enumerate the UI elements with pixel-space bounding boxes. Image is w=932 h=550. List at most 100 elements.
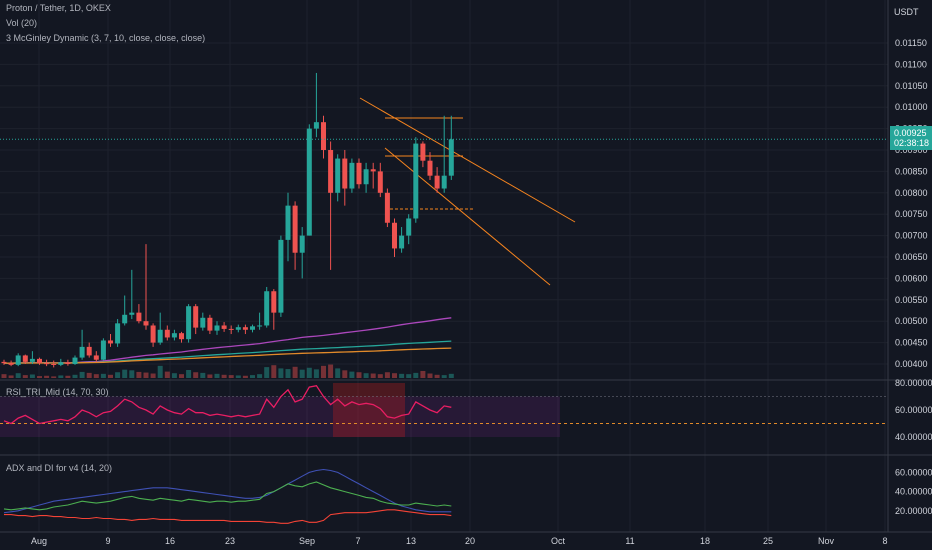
x-tick-label: 8 bbox=[882, 536, 887, 546]
volume-bar bbox=[157, 365, 163, 378]
candle-body bbox=[271, 291, 277, 313]
volume-bar bbox=[93, 374, 99, 378]
volume-bar bbox=[384, 372, 390, 378]
candle-body bbox=[363, 169, 369, 185]
candle-body bbox=[441, 175, 447, 189]
rsi-line bbox=[3, 384, 452, 425]
candle-body bbox=[214, 325, 220, 331]
last-price-value: 0.00925 bbox=[894, 128, 927, 138]
candle-body bbox=[356, 162, 362, 185]
candle-body bbox=[427, 160, 433, 176]
candle-body bbox=[51, 364, 57, 365]
volume-bar bbox=[392, 373, 397, 378]
volume-bar bbox=[434, 374, 440, 378]
volume-bar bbox=[193, 372, 199, 378]
volume-bar bbox=[335, 368, 341, 378]
volume-bar bbox=[441, 375, 447, 378]
x-tick-label: 13 bbox=[406, 536, 416, 546]
volume-bar bbox=[58, 375, 64, 378]
y-tick-label: 0.00600 bbox=[895, 273, 928, 283]
candle-body bbox=[22, 355, 28, 362]
candle-body bbox=[328, 150, 334, 193]
volume-bar bbox=[299, 369, 305, 378]
volume-bar bbox=[250, 375, 255, 378]
y-tick-label: 0.00500 bbox=[895, 316, 928, 326]
candle-body bbox=[108, 340, 113, 344]
volume-bar bbox=[136, 371, 142, 378]
candle-body bbox=[342, 158, 348, 189]
candle-body bbox=[285, 205, 291, 240]
adx-tick-label: 40.00000 bbox=[895, 487, 932, 497]
y-tick-label: 0.01000 bbox=[895, 102, 928, 112]
candle-body bbox=[420, 143, 426, 161]
volume-bar bbox=[72, 374, 78, 378]
volume-bar bbox=[257, 374, 263, 378]
volume-bar bbox=[22, 375, 28, 378]
y-tick-label: 0.00700 bbox=[895, 231, 928, 241]
rsi-tick-label: 60.00000 bbox=[895, 405, 932, 415]
candle-body bbox=[15, 355, 21, 365]
candle-body bbox=[157, 329, 163, 343]
rsi-band bbox=[0, 396, 560, 437]
candle-body bbox=[122, 314, 128, 324]
candle-body bbox=[136, 312, 142, 322]
candle-body bbox=[306, 128, 312, 236]
volume-bar bbox=[313, 369, 319, 378]
y-tick-label: 0.01100 bbox=[895, 59, 927, 69]
mcginley-legend[interactable]: 3 McGinley Dynamic (3, 7, 10, close, clo… bbox=[6, 33, 206, 43]
candle-body bbox=[1, 361, 7, 364]
volume-bar bbox=[79, 371, 85, 378]
candle-body bbox=[313, 122, 319, 129]
candle-body bbox=[392, 222, 397, 249]
volume-bar bbox=[143, 372, 149, 378]
candle-body bbox=[200, 317, 206, 328]
adx-line bbox=[3, 468, 452, 514]
candle-body bbox=[299, 235, 305, 253]
volume-bar bbox=[200, 372, 206, 378]
candle-body bbox=[264, 291, 270, 326]
channel-upper-line bbox=[359, 97, 576, 223]
symbol-legend[interactable]: Proton / Tether, 1D, OKEX bbox=[6, 3, 111, 13]
y-tick-label: 0.00400 bbox=[895, 359, 928, 369]
candle-body bbox=[250, 326, 255, 330]
y-tick-label: 0.01050 bbox=[895, 81, 928, 91]
volume-bar bbox=[86, 372, 92, 378]
volume-bar bbox=[413, 372, 419, 378]
volume-bar bbox=[129, 370, 135, 378]
candle-body bbox=[129, 312, 135, 315]
volume-bar bbox=[15, 373, 21, 378]
volume-bar bbox=[271, 365, 277, 378]
candle-body bbox=[29, 358, 35, 362]
volume-bar bbox=[363, 373, 369, 378]
x-tick-label: 23 bbox=[225, 536, 235, 546]
y-tick-label: 0.00650 bbox=[895, 252, 928, 262]
x-tick-label: 25 bbox=[763, 536, 773, 546]
rsi-legend[interactable]: RSI_TRI_Mid (14, 70, 30) bbox=[6, 387, 109, 397]
volume-bar bbox=[342, 370, 348, 378]
volume-bar bbox=[186, 370, 192, 378]
volume-bar bbox=[420, 370, 426, 378]
volume-bar bbox=[328, 364, 334, 378]
candle-body bbox=[72, 357, 78, 364]
volume-bar bbox=[37, 376, 42, 378]
adx-legend[interactable]: ADX and DI for v4 (14, 20) bbox=[6, 463, 113, 473]
candle-body bbox=[292, 205, 298, 253]
candle-body bbox=[235, 327, 241, 330]
candle-body bbox=[150, 325, 156, 343]
volume-bar bbox=[221, 374, 227, 378]
di-minus-line bbox=[4, 509, 452, 524]
x-tick-label: 7 bbox=[355, 536, 360, 546]
volume-legend[interactable]: Vol (20) bbox=[6, 18, 38, 28]
countdown: 02:38:18 bbox=[894, 138, 930, 148]
candle-body bbox=[86, 346, 92, 356]
y-tick-label: 0.01150 bbox=[895, 38, 927, 48]
candle-body bbox=[406, 218, 412, 236]
volume-bar bbox=[292, 366, 298, 378]
volume-bar bbox=[115, 372, 121, 378]
volume-bar bbox=[29, 374, 35, 378]
x-tick-label: Nov bbox=[818, 536, 835, 546]
candle-body bbox=[8, 363, 14, 365]
candle-body bbox=[44, 363, 50, 365]
y-tick-label: 0.00550 bbox=[895, 295, 928, 305]
